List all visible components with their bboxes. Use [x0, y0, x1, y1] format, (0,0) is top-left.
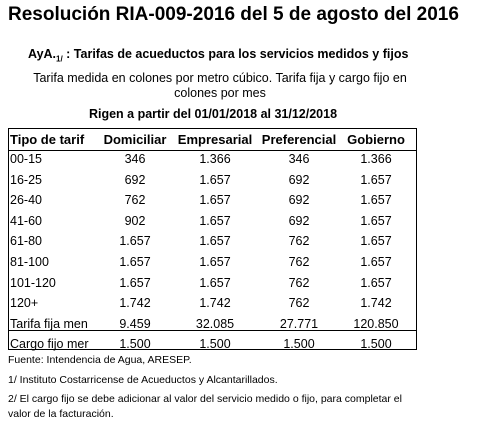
row-label: 120+: [10, 296, 39, 311]
rate-cell: 1.657: [199, 172, 231, 187]
subtitle: AyA.1/ : Tarifas de acueductos para los …: [28, 47, 408, 64]
footnote: Fuente: Intendencia de Agua, ARESEP.: [8, 354, 192, 366]
rule: [9, 330, 416, 331]
rate-cell: 1.500: [119, 337, 151, 352]
rate-cell: 1.366: [199, 152, 231, 166]
rate-cell: 27.771: [279, 316, 319, 331]
row-label: 61-80: [10, 234, 42, 249]
rate-cell: 1.657: [360, 234, 392, 249]
rate-cell: 762: [288, 275, 310, 290]
row-label: 41-60: [10, 213, 42, 228]
rate-cell: 692: [288, 193, 310, 208]
row-label: 16-25: [10, 172, 42, 187]
rate-cell: 1.657: [119, 234, 151, 249]
footnote: 1/ Instituto Costarricense de Acueductos…: [8, 374, 278, 386]
rate-cell: 1.742: [199, 296, 231, 311]
footnote: 2/ El cargo fijo se debe adicionar al va…: [8, 393, 402, 405]
rate-cell: 762: [288, 255, 310, 269]
rate-cell: 1.657: [360, 255, 392, 269]
column-header: Gobierno: [347, 132, 405, 147]
rate-cell: 1.500: [199, 337, 231, 352]
rate-cell: 902: [124, 213, 146, 228]
rate-cell: 1.366: [360, 152, 392, 166]
subtitle-prefix: AyA.: [28, 47, 57, 61]
column-header: Empresarial: [177, 132, 253, 147]
rate-cell: 346: [288, 152, 310, 166]
row-label: 81-100: [10, 255, 49, 269]
rate-cell: 1.657: [360, 172, 392, 187]
rate-cell: 120.850: [353, 316, 399, 331]
row-label: 26-40: [10, 193, 42, 208]
subtitle-text: : Tarifas de acueductos para los servici…: [62, 47, 409, 61]
rate-cell: 346: [124, 152, 146, 166]
column-header: Preferencial: [261, 132, 337, 147]
footnote: valor de la facturación.: [8, 408, 114, 420]
title: Resolución RIA-009-2016 del 5 de agosto …: [8, 4, 459, 25]
rate-cell: 1.657: [119, 255, 151, 269]
rate-cell: 1.657: [199, 213, 231, 228]
rate-cell: 1.657: [360, 275, 392, 290]
subtitle-note: 1/: [56, 54, 63, 64]
rate-cell: 1.500: [283, 337, 315, 352]
rate-cell: 1.657: [199, 234, 231, 249]
rate-cell: 762: [288, 296, 310, 311]
row-label: 00-15: [10, 152, 42, 166]
rate-cell: 1.657: [199, 255, 231, 269]
description: Tarifa medida en colones por metro cúbic…: [33, 71, 407, 100]
column-header: Domiciliar: [103, 132, 167, 147]
row-label: Cargo fijo mer: [10, 337, 89, 352]
rate-cell: 9.459: [119, 316, 151, 331]
rate-cell: 762: [288, 234, 310, 249]
rate-cell: 692: [124, 172, 146, 187]
row-label: Tarifa fija men: [10, 316, 88, 331]
rate-cell: 1.657: [199, 193, 231, 208]
rate-cell: 1.500: [360, 337, 392, 352]
column-header: Tipo de tarif: [10, 132, 85, 147]
rate-cell: 692: [288, 213, 310, 228]
rates-table: Tipo de tarif Domiciliar Empresarial Prefer…: [8, 128, 417, 352]
rate-cell: 1.742: [360, 296, 392, 311]
row-label: 101-120: [10, 275, 56, 290]
validity: Rigen a partir del 01/01/2018 al 31/12/2…: [88, 107, 338, 121]
rate-cell: 1.657: [119, 275, 151, 290]
rate-cell: 32.085: [195, 316, 235, 331]
rate-cell: 762: [124, 193, 146, 208]
rate-cell: 1.657: [199, 275, 231, 290]
rule: [9, 150, 416, 151]
rate-cell: 692: [288, 172, 310, 187]
rate-cell: 1.657: [360, 193, 392, 208]
rate-cell: 1.742: [119, 296, 151, 311]
rate-cell: 1.657: [360, 213, 392, 228]
